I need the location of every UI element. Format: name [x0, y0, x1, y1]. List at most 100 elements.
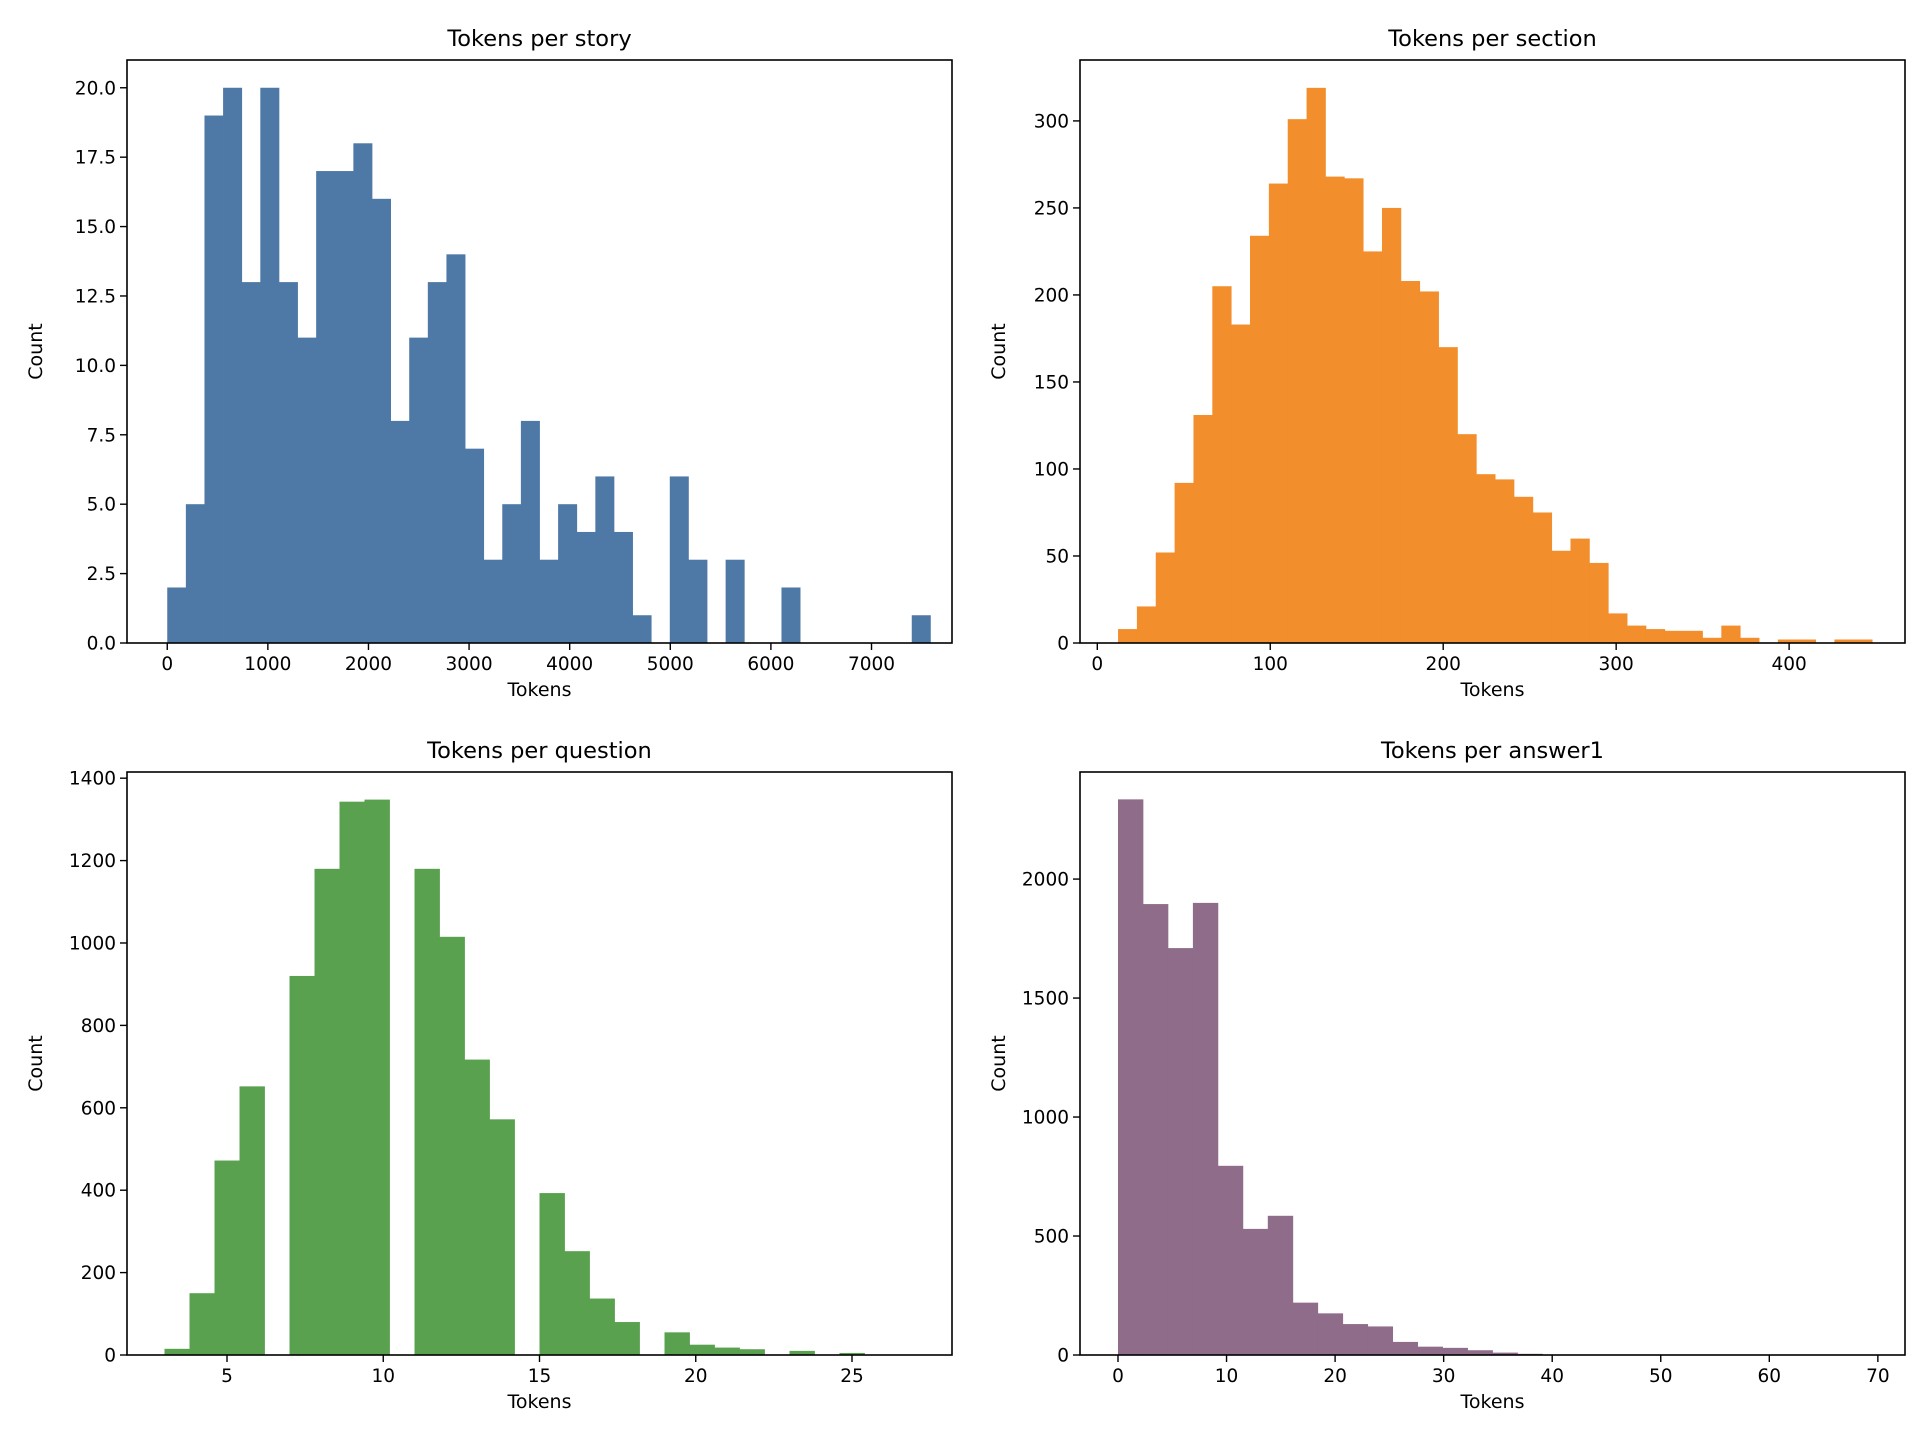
- histogram-bar: [414, 868, 440, 1355]
- x-tick-label: 400: [1771, 654, 1806, 675]
- histogram-bar: [664, 1332, 690, 1355]
- y-tick-label: 15.0: [75, 217, 116, 238]
- x-axis-label: Tokens: [1460, 679, 1525, 701]
- x-tick-label: 3000: [446, 654, 493, 675]
- histogram-bar: [1740, 637, 1760, 643]
- x-tick-label: 20: [684, 1366, 708, 1387]
- histogram-bar: [1627, 625, 1647, 643]
- y-tick-label: 12.5: [75, 286, 116, 307]
- subplot-answer1: 0 10 20 30 40 50 60 70 0 500 1000 1500 2000 Tokens pe…: [988, 738, 1906, 1413]
- histogram-bars: [167, 87, 931, 644]
- histogram-bar: [613, 531, 633, 643]
- histogram-bar: [289, 975, 315, 1355]
- histogram-bar: [1155, 552, 1175, 643]
- histogram-bar: [1608, 613, 1628, 643]
- histogram-bar: [260, 87, 280, 643]
- x-tick-label: 0: [161, 654, 173, 675]
- histogram-bar: [669, 476, 689, 643]
- x-tick-label: 6000: [747, 654, 794, 675]
- histogram-bar: [1392, 1341, 1418, 1355]
- plot-frame: [126, 59, 953, 644]
- histogram-bar: [1400, 281, 1421, 643]
- y-tick-label: 1200: [69, 851, 116, 872]
- histogram-bar: [781, 587, 801, 643]
- y-tick-label: 100: [1034, 459, 1069, 480]
- histogram-bar: [1513, 496, 1534, 643]
- histogram-bars: [164, 799, 865, 1355]
- chart-title: Tokens per story: [446, 26, 631, 52]
- x-tick-label: 60: [1758, 1366, 1782, 1387]
- chart-title: Tokens per answer1: [1380, 738, 1604, 764]
- chart-title: Tokens per question: [426, 738, 652, 764]
- y-tick-label: 0: [104, 1346, 116, 1367]
- histogram-bar: [1777, 639, 1798, 643]
- y-tick-label: 7.5: [87, 425, 116, 446]
- histogram-bar: [1136, 606, 1157, 643]
- y-tick-label: 0.0: [87, 634, 116, 655]
- histogram-bar: [465, 448, 485, 643]
- histogram-bar: [689, 1344, 715, 1355]
- histogram-bar: [204, 115, 224, 643]
- y-axis-label: Count: [988, 1035, 1010, 1091]
- histogram-bar: [1363, 251, 1383, 643]
- histogram-bar: [839, 1352, 865, 1355]
- histogram-bar: [427, 282, 447, 643]
- histogram-bar: [1683, 630, 1703, 643]
- x-tick-label: 0: [1091, 654, 1103, 675]
- histogram-bar: [353, 143, 373, 644]
- x-tick-label: 0: [1112, 1366, 1124, 1387]
- histogram-bar: [1118, 629, 1138, 643]
- histogram-bar: [1457, 434, 1477, 643]
- histogram-bar: [1495, 479, 1515, 643]
- histogram-bar: [1250, 235, 1270, 643]
- x-tick-label: 15: [528, 1366, 552, 1387]
- y-tick-label: 2.5: [87, 564, 116, 585]
- histogram-bar: [409, 337, 429, 643]
- x-tick-label: 4000: [546, 654, 593, 675]
- histogram-bar: [614, 1322, 640, 1355]
- histogram-bar: [1344, 178, 1364, 643]
- y-tick-label: 200: [1034, 285, 1069, 306]
- y-tick-label: 50: [1045, 546, 1069, 567]
- histogram-bar: [632, 615, 652, 643]
- x-tick-label: 70: [1866, 1366, 1890, 1387]
- histogram-bar: [278, 282, 298, 643]
- y-tick-label: 500: [1034, 1227, 1069, 1248]
- y-tick-label: 20.0: [75, 78, 116, 99]
- histogram-bar: [316, 171, 336, 644]
- histogram-bar: [576, 531, 596, 643]
- histogram-bar: [489, 1119, 515, 1355]
- histogram-bar: [1174, 482, 1194, 643]
- y-tick-label: 10.0: [75, 356, 116, 377]
- histogram-bar: [589, 1298, 615, 1355]
- histogram-bar: [439, 936, 465, 1355]
- histogram-bar: [1381, 207, 1402, 643]
- histogram-bar: [1268, 183, 1289, 643]
- y-tick-label: 1000: [1022, 1108, 1069, 1129]
- histogram-bar: [1231, 324, 1251, 643]
- y-tick-label: 250: [1034, 198, 1069, 219]
- x-tick-label: 5: [221, 1366, 233, 1387]
- x-tick-label: 10: [371, 1366, 395, 1387]
- x-tick-label: 200: [1426, 654, 1461, 675]
- y-tick-label: 2000: [1022, 870, 1069, 891]
- y-tick-label: 200: [81, 1263, 116, 1284]
- histogram-bar: [520, 420, 540, 643]
- x-tick-label: 7000: [848, 654, 895, 675]
- histogram-bar: [390, 420, 410, 643]
- x-tick-label: 5000: [647, 654, 694, 675]
- x-tick-label: 40: [1540, 1366, 1564, 1387]
- histogram-bar: [483, 559, 503, 643]
- x-tick-label: 300: [1599, 654, 1634, 675]
- y-tick-label: 0: [1057, 634, 1069, 655]
- y-axis-label: Count: [25, 323, 47, 379]
- histogram-bar: [1267, 1215, 1294, 1355]
- histogram-bar: [595, 476, 615, 643]
- histogram-bar: [214, 1160, 240, 1355]
- x-tick-label: 10: [1215, 1366, 1239, 1387]
- y-tick-label: 150: [1034, 372, 1069, 393]
- y-tick-label: 1500: [1022, 989, 1069, 1010]
- x-axis-label: Tokens: [1460, 1391, 1525, 1413]
- histogram-bar: [1438, 347, 1458, 643]
- histogram-bar: [539, 1193, 565, 1355]
